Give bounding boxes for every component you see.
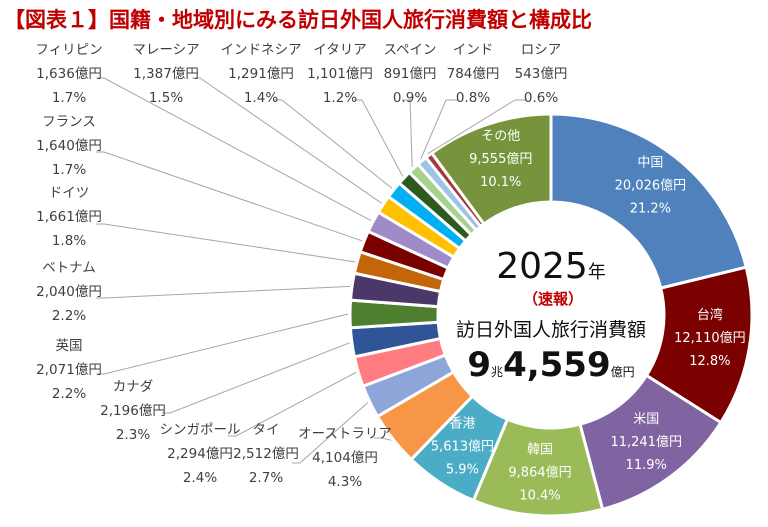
center-year: 2025 xyxy=(496,246,588,287)
slice-label-name: 台湾 xyxy=(697,307,723,323)
slice-label-name: 中国 xyxy=(637,155,663,170)
slice-label-value: 1,387億円 xyxy=(133,66,199,82)
slice-中国 xyxy=(549,112,749,290)
slice-label-name: イタリア xyxy=(313,42,366,58)
slice-label-value: 11,241億円 xyxy=(610,434,682,450)
slice-label-value: 891億円 xyxy=(384,66,437,82)
slice-label-value: 5,613億円 xyxy=(431,438,494,454)
slice-label-pct: 12.8% xyxy=(689,354,730,369)
slice-label-name: カナダ xyxy=(113,379,154,395)
slice-label-pct: 2.4% xyxy=(183,470,217,486)
slice-label-pct: 11.9% xyxy=(626,458,667,473)
leader-line xyxy=(354,99,404,177)
leader-line xyxy=(420,99,458,160)
chart-title: 【図表１】国籍・地域別にみる訪日外国人旅行消費額と構成比 xyxy=(4,8,592,32)
leader-line xyxy=(274,99,393,189)
slice-label-pct: 1.2% xyxy=(323,90,357,106)
slice-その他 xyxy=(429,112,553,227)
leader-line xyxy=(228,371,357,437)
leader-line xyxy=(292,402,369,464)
leader-line xyxy=(402,99,413,167)
slice-label-pct: 2.3% xyxy=(116,427,150,443)
slice-label-value: 2,196億円 xyxy=(100,403,166,419)
slice-label-name: フィリピン xyxy=(35,42,102,58)
center-total-trillion: 9 xyxy=(467,345,491,385)
slice-label-value: 2,071億円 xyxy=(36,362,102,378)
svg-text:9兆4,559億円: 9兆4,559億円 xyxy=(467,345,634,385)
slice-label-pct: 4.3% xyxy=(328,474,362,490)
slice-label-value: 2,512億円 xyxy=(233,446,299,462)
slice-label-pct: 2.2% xyxy=(52,386,86,402)
slice-label-name: 英国 xyxy=(56,337,83,354)
slice-label-pct: 2.7% xyxy=(249,470,283,486)
slice-label-name: タイ xyxy=(253,422,280,438)
slice-label-pct: 1.7% xyxy=(52,162,86,178)
slice-label-pct: 0.9% xyxy=(393,90,427,106)
leader-line xyxy=(162,342,351,414)
labels-group: 中国 20,026億円 21.2% 台湾 12,110億円 12.8% 米国 11,241億円… xyxy=(35,42,745,504)
slice-label-value: 2,294億円 xyxy=(167,446,233,462)
center-year-unit: 年 xyxy=(588,262,606,283)
leader-line xyxy=(374,437,392,441)
slice-label-name: インドネシア xyxy=(221,42,302,58)
slice-label-value: 9,864億円 xyxy=(508,465,571,481)
leader-line xyxy=(96,313,349,375)
slice-label-pct: 10.4% xyxy=(519,489,560,504)
slice-label-name: スペイン xyxy=(383,42,436,58)
slice-label-pct: 10.1% xyxy=(480,175,521,190)
slice-label-name: 韓国 xyxy=(527,443,553,458)
slice-label-value: 2,040億円 xyxy=(36,284,102,300)
slice-label-value: 1,661億円 xyxy=(36,209,102,225)
center-total-unit: 億円 xyxy=(611,365,635,379)
svg-text:2025年: 2025年 xyxy=(496,246,606,287)
leader-line xyxy=(96,151,363,242)
center-label: 2025年 （速報） 訪日外国人旅行消費額 9兆4,559億円 xyxy=(456,246,646,385)
slice-label-name: その他 xyxy=(481,129,520,144)
slice-label-pct: 1.7% xyxy=(52,90,86,106)
slice-label-value: 1,640億円 xyxy=(36,138,102,154)
slice-label-pct: 0.8% xyxy=(456,90,490,106)
slice-label-name: ドイツ xyxy=(49,185,90,201)
leader-line xyxy=(96,223,356,263)
slices-group xyxy=(348,112,754,518)
slice-label-name: オーストラリア xyxy=(298,426,392,442)
center-caption: 訪日外国人旅行消費額 xyxy=(456,319,646,341)
slice-label-value: 1,291億円 xyxy=(228,66,294,82)
slice-label-name: 米国 xyxy=(633,412,659,427)
slice-label-name: シンガポール xyxy=(160,422,241,438)
slice-label-name: ロシア xyxy=(521,42,562,58)
slice-label-pct: 2.2% xyxy=(52,308,86,324)
slice-label-name: フランス xyxy=(42,114,96,130)
leader-lines-group xyxy=(96,77,527,464)
slice-label-pct: 21.2% xyxy=(630,201,671,216)
slice-label-value: 543億円 xyxy=(515,66,568,82)
slice-label-pct: 5.9% xyxy=(446,462,479,477)
leader-line xyxy=(192,77,382,204)
slice-label-value: 4,104億円 xyxy=(312,450,378,466)
slice-label-pct: 0.6% xyxy=(524,90,558,106)
leader-line xyxy=(427,99,527,155)
slice-label-value: 20,026億円 xyxy=(615,177,687,193)
leader-line xyxy=(96,285,351,299)
slice-label-pct: 1.4% xyxy=(244,90,278,106)
slice-label-value: 12,110億円 xyxy=(674,330,746,346)
slice-label-value: 1,101億円 xyxy=(307,66,373,82)
slice-label-name: インド xyxy=(453,42,494,58)
center-flash-label: （速報） xyxy=(523,290,583,308)
slice-label-name: マレーシア xyxy=(132,42,199,58)
slice-label-pct: 1.5% xyxy=(149,90,183,106)
center-total-trillion-unit: 兆 xyxy=(491,365,503,379)
slice-label-value: 1,636億円 xyxy=(36,66,102,82)
center-total-oku: 4,559 xyxy=(503,345,611,385)
slice-label-pct: 1.8% xyxy=(52,233,86,249)
leader-line xyxy=(96,77,372,222)
slice-label-value: 784億円 xyxy=(447,66,500,82)
slice-label-name: 香港 xyxy=(449,416,475,431)
slice-label-value: 9,555億円 xyxy=(469,151,532,167)
slice-label-name: ベトナム xyxy=(42,260,96,276)
